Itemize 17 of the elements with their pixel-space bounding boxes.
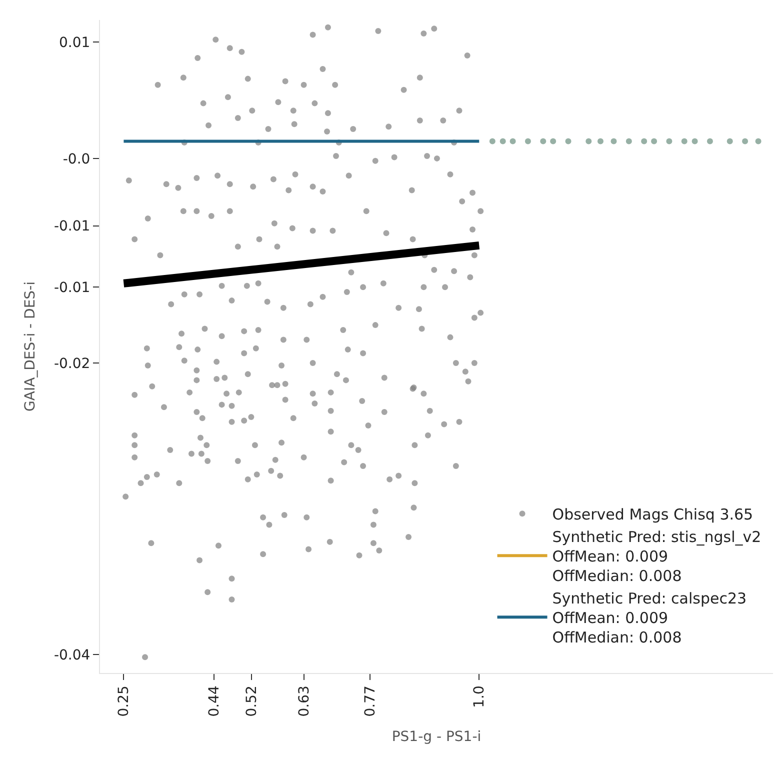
- x-tick-label: 0.77: [362, 686, 379, 717]
- y-tick-label: -0.0: [62, 151, 90, 168]
- y-axis-title: GAIA_DES-i - DES-i: [22, 282, 39, 412]
- y-tick-label: -0.01: [54, 218, 90, 235]
- x-tick-label: 0.25: [116, 686, 132, 717]
- x-tick-label: 0.52: [244, 686, 260, 717]
- y-tick-label: -0.04: [54, 648, 90, 664]
- x-tick-label: 0.44: [206, 686, 222, 717]
- x-tick-label: 0.63: [296, 686, 312, 717]
- legend-label: Synthetic Pred: calspec23 OffMean: 0.009 OffMedian: 0.008: [552, 590, 747, 647]
- x-tick-label: 1.0: [472, 686, 488, 708]
- y-tick-label: -0.02: [54, 356, 90, 372]
- y-tick-label: -0.01: [54, 280, 90, 296]
- legend-label: Observed Mags Chisq 3.65: [552, 506, 754, 524]
- y-tick-label: 0.01: [59, 34, 90, 51]
- legend-label: Synthetic Pred: stis_ngsl_v2 OffMean: 0.009 OffMedian: 0.008: [552, 528, 762, 586]
- x-axis-title: PS1-g - PS1-i: [392, 729, 482, 746]
